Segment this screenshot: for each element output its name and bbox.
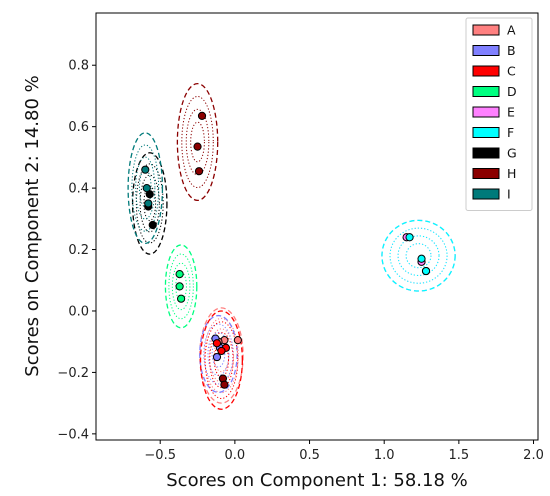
data-point-D-1 [175,270,184,279]
legend-swatch-B [472,45,500,56]
x-tick-label: 2.0 [523,448,544,463]
legend-swatch-C [472,65,500,77]
y-tick-label: 0.0 [68,304,89,319]
x-axis-label: Scores on Component 1: 58.18 % [166,470,467,491]
ellipse-group-G [131,152,168,255]
y-tick-label: 0.8 [68,59,89,74]
x-tick-label: 0.5 [299,448,320,463]
data-point-F-1 [405,233,414,242]
confidence-ellipse-C [199,310,243,410]
legend-swatch-I [472,188,500,200]
ellipse-group-D [164,244,198,329]
data-point-A-3 [233,336,242,345]
plot-area-frame [95,12,539,441]
confidence-ellipse-G [131,152,168,255]
data-point-F-3 [421,266,431,276]
x-tick-label: 0.0 [225,448,246,463]
legend-label-G: G [507,146,517,161]
legend-label-I: I [507,187,511,202]
x-tick-label: 1.5 [449,448,470,463]
inner-ellipse-A-3 [213,338,230,373]
x-tick-label: 1.0 [374,448,395,463]
inner-ellipse-I-2 [135,156,156,220]
ellipse-group-F [381,219,456,292]
legend-label-C: C [507,64,516,79]
data-point-F-2 [417,254,426,263]
data-point-D-3 [177,294,186,303]
inner-ellipse-A-1 [204,317,239,394]
inner-ellipse-G-2 [139,174,160,233]
confidence-ellipse-H [176,83,219,202]
inner-ellipse-D-2 [171,262,191,311]
y-tick-label: 0.4 [68,182,89,197]
inner-ellipse-C-1 [204,321,239,399]
data-point-H-1 [197,111,207,121]
legend-swatch-E [472,106,500,118]
data-point-H-2 [193,142,202,151]
data-point-I-1 [141,165,150,174]
y-tick-label: −0.2 [57,366,89,381]
legend-swatch-D [472,86,500,97]
confidence-ellipse-F [381,219,456,292]
x-tick-label: −0.5 [144,448,176,463]
legend-label-D: D [507,84,517,99]
legend-label-F: F [507,125,514,140]
data-point-C-1 [212,339,222,348]
data-point-H-3 [194,167,204,176]
legend-label-B: B [507,43,516,58]
inner-ellipse-G-3 [143,185,157,222]
data-point-C-3 [217,346,226,356]
confidence-ellipse-D [164,244,198,329]
legend-swatch-H [472,168,500,179]
inner-ellipse-H-3 [190,121,205,163]
data-point-H-5 [220,380,229,389]
inner-ellipse-H-2 [185,108,210,176]
legend-swatch-G [472,147,500,159]
legend-label-E: E [507,105,515,120]
data-point-I-2 [142,184,151,193]
confidence-ellipse-B [199,314,238,394]
ellipse-group-H [176,83,219,202]
y-tick-label: 0.6 [68,120,89,135]
y-tick-label: 0.2 [68,243,89,258]
data-point-D-2 [175,282,184,291]
legend-swatch-A [472,24,500,36]
inner-ellipse-C-2 [209,332,234,389]
inner-ellipse-G-1 [135,163,164,244]
legend-label-H: H [507,166,516,181]
data-point-G-3 [148,220,157,230]
y-tick-label: −0.4 [57,427,89,442]
legend-label-A: A [507,23,516,38]
inner-ellipse-F-2 [397,235,440,276]
data-point-I-3 [144,199,153,208]
inner-ellipse-D-1 [168,253,194,320]
inner-ellipse-F-1 [389,227,448,284]
legend-swatch-F [472,127,500,138]
confidence-ellipse-I [127,132,164,245]
axis-ticks: −0.5 0.0 0.5 1.0 1.5 2.0 −0.4 −0.2 0.0 0.2 0.4 0.6 0… [57,59,543,463]
data-point-B-1 [212,352,222,362]
inner-ellipse-I-1 [131,144,160,232]
y-axis-label: Scores on Component 2: 14.80 % [22,75,43,376]
inner-ellipse-D-3 [175,271,187,302]
inner-ellipse-A-2 [208,328,235,383]
inner-ellipse-B-3 [211,340,226,368]
